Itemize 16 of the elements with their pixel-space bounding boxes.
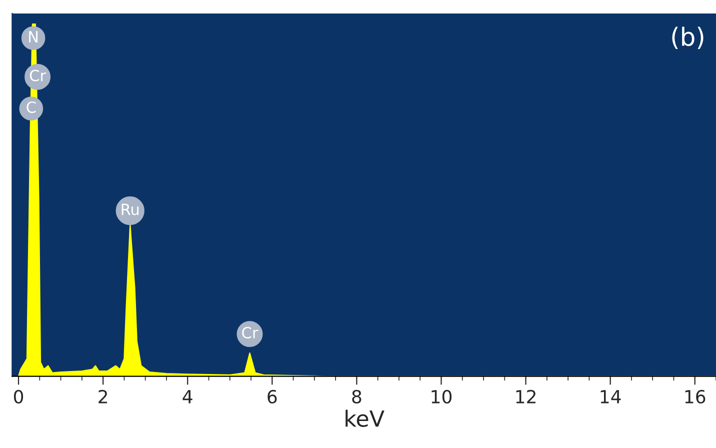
x-tick-label: 6 <box>268 390 277 404</box>
x-axis-title: keV <box>346 410 384 427</box>
x-tick-label: 2 <box>98 390 107 404</box>
annotation: Cr <box>30 70 46 82</box>
x-tick-label: 12 <box>516 390 536 404</box>
x-tick-label: 4 <box>182 390 192 404</box>
x-tick-label: 14 <box>600 390 621 404</box>
annotation: Ru <box>122 204 139 216</box>
x-tick-label: 8 <box>352 390 362 404</box>
x-tick-label: 16 <box>685 390 706 404</box>
annotation: C <box>26 101 36 113</box>
annotation: (b) <box>672 26 704 50</box>
annotation: Cr <box>242 326 258 338</box>
x-tick-label: 10 <box>432 390 452 404</box>
x-tick-label: 0 <box>14 390 24 404</box>
annotation: N <box>29 31 38 42</box>
